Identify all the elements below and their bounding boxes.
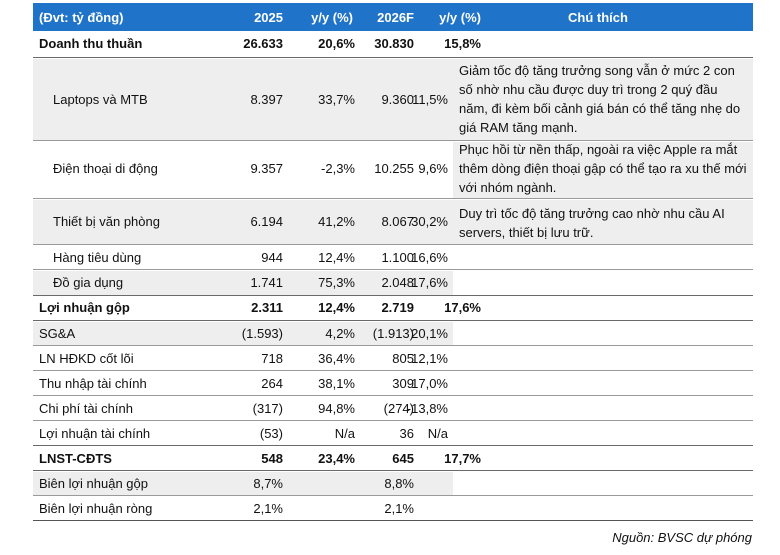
row-2026f: (1.913) <box>372 326 414 341</box>
row-yoy-2025: 38,1% <box>318 376 355 391</box>
row-2026f: 9.360 <box>381 92 414 107</box>
row-2026f: 30.830 <box>374 36 414 51</box>
row-yoy-2025: 36,4% <box>318 351 355 366</box>
row-yoy-2026: 17,7% <box>444 451 481 466</box>
header-2025: 2025 <box>254 10 283 25</box>
row-yoy-2026: 17,6% <box>444 300 481 315</box>
row-yoy-2025: 33,7% <box>318 92 355 107</box>
row-yoy-2025: N/a <box>334 426 355 441</box>
table-row: Chi phí tài chính (317) 94,8% (274) -13,… <box>33 397 753 420</box>
row-yoy-2026: 30,2% <box>411 214 448 229</box>
row-yoy-2025: 12,4% <box>318 300 355 315</box>
row-label: Thiết bị văn phòng <box>53 214 160 229</box>
table-row: Thiết bị văn phòng 6.194 41,2% 8.067 30,… <box>33 200 753 244</box>
row-label: Laptops và MTB <box>53 92 148 107</box>
row-2025: 9.357 <box>250 161 283 176</box>
row-2026f: 8.067 <box>381 214 414 229</box>
row-2025: 8,7% <box>253 476 283 491</box>
row-2026f: (274) <box>383 401 414 416</box>
row-2026f: 805 <box>392 351 414 366</box>
header-unit: (Đvt: tỷ đồng) <box>39 10 124 25</box>
row-label: Lợi nhuận tài chính <box>39 426 151 441</box>
table-row: Doanh thu thuần 26.633 20,6% 30.830 15,8… <box>33 31 753 57</box>
row-yoy-2025: 41,2% <box>318 214 355 229</box>
table-header: (Đvt: tỷ đồng) 2025 y/y (%) 2026F y/y (%… <box>33 3 753 31</box>
row-2025: 2,1% <box>253 501 283 516</box>
row-yoy-2025: 94,8% <box>318 401 355 416</box>
row-2025: 6.194 <box>250 214 283 229</box>
row-label: SG&A <box>39 326 76 341</box>
row-2026f: 2,1% <box>384 501 414 516</box>
row-yoy-2026: 11,5% <box>412 92 448 107</box>
row-label: Hàng tiêu dùng <box>53 250 142 265</box>
row-2025: (1.593) <box>241 326 283 341</box>
table-row: Thu nhập tài chính 264 38,1% 309 17,0% <box>33 372 753 395</box>
row-yoy-2026: 15,8% <box>444 36 481 51</box>
row-2026f: 309 <box>392 376 414 391</box>
table-row: Lợi nhuận gộp 2.311 12,4% 2.719 17,6% <box>33 297 753 320</box>
row-label: Lợi nhuận gộp <box>39 300 130 315</box>
table-row: Lợi nhuận tài chính (53) N/a 36 N/a <box>33 422 753 445</box>
row-label: Doanh thu thuần <box>39 36 143 51</box>
table-row: Biên lợi nhuận ròng 2,1% 2,1% <box>33 497 753 520</box>
row-note: Phục hồi từ nền thấp, ngoài ra việc Appl… <box>459 142 747 195</box>
table-row: SG&A (1.593) 4,2% (1.913) 20,1% <box>33 322 753 345</box>
row-label: Chi phí tài chính <box>39 401 133 416</box>
row-label: Biên lợi nhuận gộp <box>39 476 148 491</box>
row-yoy-2025: 20,6% <box>318 36 355 51</box>
row-2026f: 8,8% <box>384 476 414 491</box>
row-2026f: 2.719 <box>381 300 414 315</box>
row-label: LN HĐKD cốt lõi <box>39 351 134 366</box>
row-label: Thu nhập tài chính <box>39 376 147 391</box>
row-label: Biên lợi nhuận ròng <box>39 501 153 516</box>
row-2025: 2.311 <box>251 300 283 315</box>
row-note: Duy trì tốc độ tăng trưởng cao nhờ nhu c… <box>459 206 725 240</box>
row-yoy-2025: -2,3% <box>321 161 355 176</box>
row-yoy-2026: -13,8% <box>406 401 448 416</box>
table-row: Biên lợi nhuận gộp 8,7% 8,8% <box>33 472 753 495</box>
row-label: LNST-CĐTS <box>39 451 112 466</box>
row-2026f: 36 <box>399 426 414 441</box>
row-yoy-2026: 17,6% <box>411 275 448 290</box>
row-yoy-2025: 12,4% <box>318 250 355 265</box>
table-row: Laptops và MTB 8.397 33,7% 9.360 11,5% G… <box>33 59 753 140</box>
row-yoy-2026: 9,6% <box>418 161 448 176</box>
row-2025: (317) <box>252 401 283 416</box>
row-note: Giảm tốc độ tăng trưởng song vẫn ở mức 2… <box>459 63 741 135</box>
row-yoy-2026: N/a <box>427 426 448 441</box>
table-row: Đồ gia dụng 1.741 75,3% 2.048 17,6% <box>33 271 753 295</box>
row-yoy-2025: 23,4% <box>318 451 355 466</box>
row-2026f: 645 <box>392 451 414 466</box>
row-yoy-2026: 16,6% <box>411 250 448 265</box>
table-row: Điện thoại di động 9.357 -2,3% 10.255 9,… <box>33 142 753 198</box>
row-yoy-2026: 17,0% <box>411 376 448 391</box>
table-row: Hàng tiêu dùng 944 12,4% 1.100 16,6% <box>33 246 753 269</box>
table-row: LN HĐKD cốt lõi 718 36,4% 805 12,1% <box>33 347 753 370</box>
row-2025: 548 <box>261 451 283 466</box>
header-yoy-2025: y/y (%) <box>311 10 353 25</box>
row-2025: 944 <box>261 250 283 265</box>
row-label: Điện thoại di động <box>53 161 158 176</box>
row-2025: 26.633 <box>243 36 283 51</box>
header-2026f: 2026F <box>377 10 414 25</box>
row-2025: 8.397 <box>250 92 283 107</box>
row-label: Đồ gia dụng <box>53 275 124 290</box>
row-yoy-2026: 20,1% <box>411 326 448 341</box>
row-yoy-2026: 12,1% <box>411 351 448 366</box>
row-2026f: 2.048 <box>381 275 414 290</box>
row-2025: (53) <box>259 426 283 441</box>
source-note: Nguồn: BVSC dự phóng <box>612 530 752 545</box>
table-row: LNST-CĐTS 548 23,4% 645 17,7% <box>33 447 753 470</box>
header-yoy-2026: y/y (%) <box>439 10 481 25</box>
row-2026f: 1.100 <box>381 250 414 265</box>
header-note: Chú thích <box>568 10 628 25</box>
row-2025: 1.741 <box>250 275 283 290</box>
row-yoy-2025: 4,2% <box>325 326 355 341</box>
row-2025: 264 <box>261 376 283 391</box>
row-yoy-2025: 75,3% <box>318 275 355 290</box>
row-2025: 718 <box>261 351 283 366</box>
row-2026f: 10.255 <box>374 161 414 176</box>
